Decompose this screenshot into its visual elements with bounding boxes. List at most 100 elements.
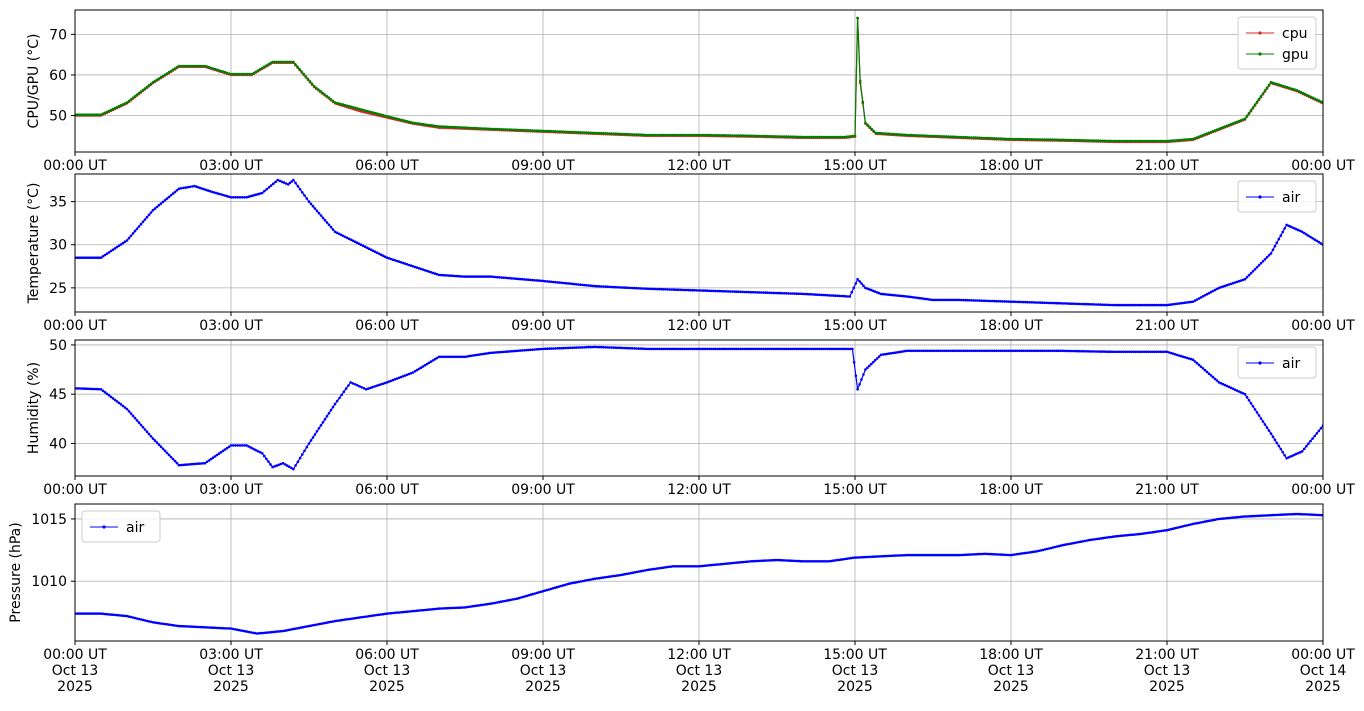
data-point xyxy=(1153,139,1156,143)
data-point xyxy=(493,601,497,605)
data-point xyxy=(677,565,681,568)
data-point xyxy=(933,298,937,302)
data-point xyxy=(716,289,719,293)
data-point xyxy=(1074,138,1077,142)
legend-box xyxy=(1237,180,1317,213)
data-point xyxy=(799,135,803,139)
data-point xyxy=(319,89,322,93)
y-tick-label: 60 xyxy=(49,68,67,84)
data-point xyxy=(1031,550,1035,554)
x-tick-label: 2025 xyxy=(1305,679,1341,695)
data-point xyxy=(333,101,337,104)
data-point xyxy=(812,135,815,139)
data-point xyxy=(656,287,659,291)
data-point xyxy=(539,590,543,594)
data-point xyxy=(641,133,645,137)
data-point xyxy=(383,612,387,616)
data-point xyxy=(568,282,572,285)
data-point xyxy=(1132,139,1135,143)
data-point xyxy=(969,553,973,556)
data-point xyxy=(991,137,994,140)
data-point xyxy=(431,124,435,127)
data-point xyxy=(741,134,744,137)
data-point xyxy=(175,461,179,465)
data-point xyxy=(951,135,955,138)
data-point xyxy=(1078,349,1081,353)
data-point xyxy=(928,349,932,353)
data-point xyxy=(141,425,145,429)
data-point xyxy=(1235,515,1239,519)
data-point xyxy=(313,433,317,436)
data-point xyxy=(797,135,801,139)
data-point xyxy=(107,251,111,254)
data-point xyxy=(520,128,524,132)
data-point xyxy=(409,372,413,375)
data-point xyxy=(823,560,827,563)
data-point xyxy=(563,583,567,587)
data-point xyxy=(1095,537,1099,541)
data-point xyxy=(1255,100,1259,104)
data-point xyxy=(689,288,692,292)
data-point xyxy=(1051,349,1054,353)
data-point xyxy=(236,196,239,199)
data-point xyxy=(1315,513,1319,517)
data-point xyxy=(311,436,315,439)
data-point xyxy=(1309,439,1312,443)
data-point xyxy=(868,288,871,291)
data-point xyxy=(1103,303,1106,307)
data-point xyxy=(364,388,368,391)
data-point xyxy=(225,627,229,630)
data-point xyxy=(257,192,260,196)
data-point xyxy=(1293,88,1297,91)
data-point xyxy=(305,445,309,449)
data-point xyxy=(895,351,899,354)
data-point xyxy=(157,203,161,207)
data-point xyxy=(1155,530,1159,533)
data-point xyxy=(1051,301,1054,305)
data-point xyxy=(1134,139,1138,143)
data-point xyxy=(1115,139,1119,143)
data-point xyxy=(1191,358,1195,362)
x-tick-label: 21:00 UT xyxy=(1135,647,1199,663)
data-point xyxy=(1239,119,1243,122)
data-point xyxy=(1227,385,1231,389)
data-point xyxy=(745,560,749,563)
data-point xyxy=(1165,303,1169,307)
data-point xyxy=(845,135,848,138)
data-point xyxy=(279,462,283,466)
data-point xyxy=(1161,139,1165,143)
data-point xyxy=(654,287,657,291)
data-point xyxy=(679,347,682,351)
data-point xyxy=(219,69,223,73)
data-point xyxy=(755,291,759,294)
data-point xyxy=(171,623,175,627)
data-point xyxy=(1193,136,1197,140)
data-point xyxy=(597,285,601,288)
data-point xyxy=(1076,302,1079,306)
data-point xyxy=(117,614,121,617)
data-point xyxy=(1121,534,1125,537)
data-point xyxy=(1221,126,1225,129)
data-point xyxy=(1018,349,1021,353)
data-point xyxy=(89,256,93,260)
data-point xyxy=(1197,521,1201,525)
data-point xyxy=(471,275,475,278)
data-point xyxy=(809,347,813,351)
data-point xyxy=(775,558,779,562)
data-point xyxy=(205,626,209,629)
data-point xyxy=(506,350,509,353)
data-point xyxy=(875,555,879,558)
data-point xyxy=(231,444,235,447)
data-point xyxy=(257,632,261,635)
data-point xyxy=(963,553,967,557)
data-point xyxy=(403,374,407,377)
data-point xyxy=(785,135,788,138)
data-point xyxy=(113,106,117,110)
data-point xyxy=(125,614,129,618)
data-point xyxy=(93,256,97,260)
data-point xyxy=(260,191,264,195)
data-point xyxy=(191,64,195,68)
data-point xyxy=(523,349,526,352)
data-point xyxy=(491,602,495,605)
